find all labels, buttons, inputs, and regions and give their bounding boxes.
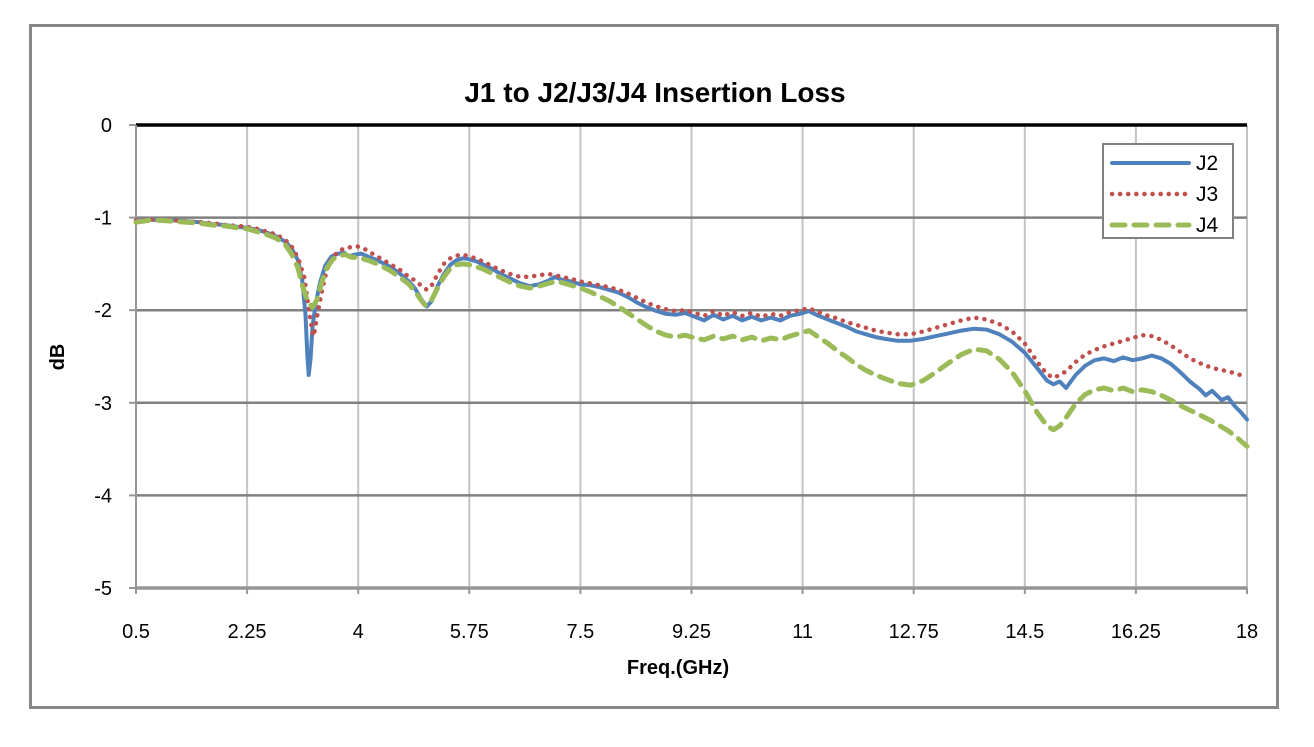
legend-label-j4: J4 xyxy=(1196,214,1219,237)
x-tick-label: 12.75 xyxy=(889,621,939,643)
series-line-j2 xyxy=(134,217,1249,422)
x-axis-title: Freq.(GHz) xyxy=(627,657,729,679)
y-tick-label: -1 xyxy=(94,208,112,230)
y-tick-label: -3 xyxy=(94,393,112,415)
y-tick-label: -4 xyxy=(94,485,112,507)
x-tick-label: 5.75 xyxy=(450,621,489,643)
x-tick-label: 9.25 xyxy=(672,621,711,643)
legend-label-j3: J3 xyxy=(1196,183,1218,206)
series-line-j3 xyxy=(133,217,1250,381)
x-tick-label: 0.5 xyxy=(122,621,150,643)
legend: J2 J3 J4 xyxy=(1102,143,1234,239)
tick-labels: 0.5 2.25 4 5.75 7.5 9.25 11 12.75 14.5 16.25 18 0 -1… xyxy=(94,115,1258,643)
x-tick-label: 7.5 xyxy=(566,621,594,643)
x-tick-label: 14.5 xyxy=(1005,621,1044,643)
x-tick-label: 18 xyxy=(1236,621,1258,643)
x-tick-label: 11 xyxy=(792,621,813,643)
chart-title: J1 to J2/J3/J4 Insertion Loss xyxy=(464,77,845,108)
horizontal-gridlines xyxy=(136,123,1247,590)
legend-label-j2: J2 xyxy=(1196,152,1218,175)
x-tick-label: 16.25 xyxy=(1111,621,1161,643)
x-tick-label: 4 xyxy=(353,621,364,643)
y-tick-label: 0 xyxy=(101,115,112,137)
x-tick-label: 2.25 xyxy=(228,621,267,643)
y-axis-title: dB xyxy=(47,344,69,371)
y-tick-label: -2 xyxy=(94,300,112,322)
legend-box xyxy=(1102,143,1234,239)
series-line-j4 xyxy=(133,217,1250,449)
axis-lines xyxy=(129,124,1248,594)
y-tick-label: -5 xyxy=(94,578,112,600)
data-series xyxy=(133,217,1250,449)
